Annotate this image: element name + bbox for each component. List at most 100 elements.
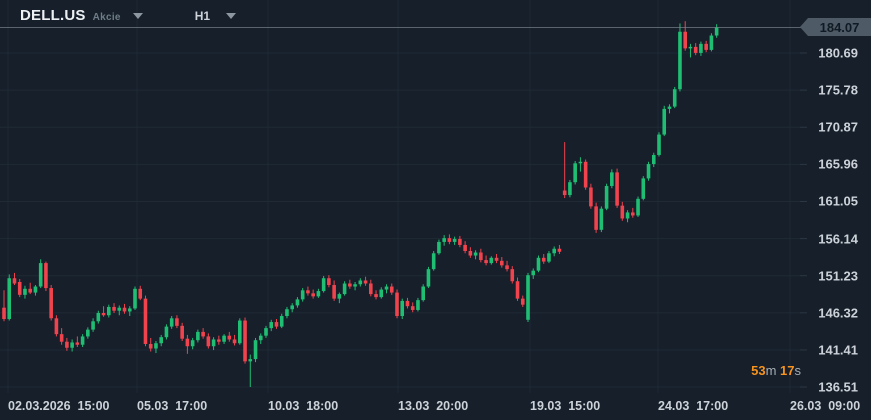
chevron-down-icon[interactable] bbox=[132, 12, 143, 19]
candle bbox=[295, 297, 300, 308]
candle bbox=[253, 337, 258, 363]
candle bbox=[101, 306, 106, 317]
candle bbox=[217, 335, 221, 345]
candle bbox=[2, 290, 6, 322]
candle bbox=[243, 317, 247, 364]
candle bbox=[12, 272, 17, 286]
candle bbox=[552, 246, 556, 257]
candle bbox=[568, 179, 572, 198]
candle bbox=[285, 306, 289, 319]
candle bbox=[631, 207, 635, 218]
instrument-symbol: DELL.US bbox=[20, 7, 86, 24]
y-axis-label: 141.41 bbox=[818, 342, 858, 358]
candle bbox=[327, 275, 331, 288]
candle bbox=[54, 315, 59, 337]
time-axis[interactable]: 02.03.2026 15:00 05.03 17:00 10.03 18:00 13… bbox=[0, 394, 871, 420]
candle bbox=[91, 318, 95, 332]
candle bbox=[683, 21, 687, 51]
candle bbox=[389, 283, 394, 295]
candle bbox=[190, 337, 195, 350]
candle bbox=[426, 266, 431, 289]
candle bbox=[442, 235, 446, 246]
candle bbox=[80, 334, 85, 348]
candle bbox=[620, 201, 625, 221]
candle bbox=[332, 280, 336, 301]
candle bbox=[578, 157, 583, 172]
candle bbox=[143, 295, 148, 347]
candle bbox=[547, 250, 551, 264]
countdown-minutes: 53 bbox=[751, 363, 766, 378]
candle bbox=[353, 281, 357, 291]
candle bbox=[274, 319, 279, 329]
chevron-down-icon[interactable] bbox=[226, 12, 237, 19]
candle bbox=[594, 202, 598, 233]
candle bbox=[678, 23, 682, 92]
y-axis-label: 175.78 bbox=[818, 82, 858, 98]
candle bbox=[437, 239, 441, 255]
candle bbox=[75, 336, 80, 348]
candle bbox=[531, 268, 536, 279]
candle bbox=[651, 152, 656, 168]
candle bbox=[258, 333, 263, 344]
x-axis-label: 24.03 17:00 bbox=[658, 399, 729, 413]
candle bbox=[248, 354, 253, 388]
price-axis[interactable]: 180.69 175.78 170.87 165.96 161.05 156.14 151.… bbox=[800, 0, 871, 420]
instrument-type-label: Akcie bbox=[92, 12, 121, 23]
candle bbox=[86, 327, 90, 339]
candle bbox=[279, 313, 284, 329]
candle bbox=[316, 288, 321, 298]
candle bbox=[148, 337, 153, 352]
candle bbox=[625, 210, 630, 223]
timeframe-selector[interactable]: H1 bbox=[194, 8, 237, 23]
candle bbox=[196, 329, 200, 343]
candle bbox=[227, 331, 232, 342]
candle bbox=[363, 276, 368, 286]
candle bbox=[636, 196, 640, 217]
candle bbox=[641, 176, 646, 201]
candle bbox=[458, 235, 462, 248]
candle bbox=[421, 284, 425, 302]
candle bbox=[541, 254, 546, 264]
candle bbox=[180, 322, 184, 341]
candle bbox=[269, 319, 274, 332]
candle bbox=[112, 303, 116, 313]
candle bbox=[369, 279, 373, 297]
y-axis-label: 165.96 bbox=[818, 156, 858, 172]
countdown-minutes-unit: m bbox=[765, 363, 777, 378]
candle bbox=[28, 282, 32, 295]
candle bbox=[410, 302, 415, 313]
grid-lines bbox=[0, 0, 807, 393]
y-axis-label: 156.14 bbox=[818, 231, 858, 247]
candle bbox=[107, 304, 111, 318]
candle bbox=[7, 274, 12, 321]
candle bbox=[615, 168, 619, 208]
candle bbox=[264, 325, 268, 338]
candle bbox=[306, 286, 310, 296]
candle bbox=[536, 255, 541, 273]
candle bbox=[452, 236, 457, 245]
countdown-seconds: 17 bbox=[780, 363, 795, 378]
instrument-selector[interactable]: DELL.US Akcie bbox=[20, 7, 143, 24]
candle bbox=[520, 295, 525, 307]
candle bbox=[117, 305, 122, 316]
y-axis-label: 161.05 bbox=[818, 193, 858, 209]
candle bbox=[515, 277, 520, 301]
candle bbox=[44, 261, 48, 292]
candle bbox=[405, 297, 410, 309]
candle bbox=[479, 248, 483, 263]
candle bbox=[714, 24, 719, 38]
candle bbox=[232, 334, 237, 346]
y-axis-label: 146.32 bbox=[818, 305, 858, 321]
candle bbox=[447, 234, 452, 245]
candle bbox=[463, 241, 467, 254]
candle bbox=[337, 292, 342, 304]
price-tag-pointer bbox=[800, 18, 808, 37]
candle bbox=[238, 318, 242, 345]
candle bbox=[573, 161, 577, 185]
candle bbox=[49, 285, 53, 321]
x-axis-label: 19.03 15:00 bbox=[530, 399, 601, 413]
candle bbox=[374, 290, 378, 300]
candle bbox=[431, 250, 436, 271]
timeframe-label: H1 bbox=[194, 8, 211, 23]
